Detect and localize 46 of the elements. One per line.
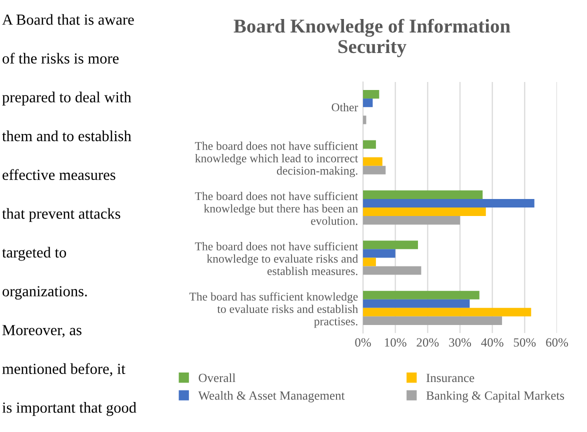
bar bbox=[363, 157, 382, 166]
y-tick-label: Other bbox=[332, 103, 358, 112]
y-tick-label: The board has sufficient knowledge to evaluate risks and establish practises. bbox=[189, 292, 358, 328]
legend-label: Banking & Capital Markets bbox=[426, 390, 564, 402]
text: A Board that is aware bbox=[2, 14, 134, 25]
bar bbox=[363, 166, 386, 174]
text: them and to establish bbox=[2, 130, 132, 142]
bar bbox=[363, 90, 380, 99]
y-tick-label: The board does not have sufficient knowledge to evaluate risks and establish measures. bbox=[194, 242, 358, 276]
text: prepared to deal with bbox=[2, 92, 132, 106]
legend-label: Wealth & Asset Management bbox=[198, 390, 345, 402]
x-tick-label: 60% bbox=[546, 338, 568, 347]
bar bbox=[363, 249, 396, 258]
y-tick-label: The board does not have sufficient knowledge which lead to incorrect decision-making. bbox=[194, 142, 358, 178]
bar bbox=[363, 266, 422, 275]
legend-label: Overall bbox=[198, 373, 236, 382]
text: targeted to bbox=[2, 246, 66, 261]
text: organizations. bbox=[2, 286, 87, 300]
bar bbox=[363, 190, 483, 199]
bar bbox=[363, 116, 366, 124]
x-tick-label: 40% bbox=[481, 338, 504, 347]
x-tick-label: 50% bbox=[514, 338, 536, 347]
chart-title: Board Knowledge of Information Security bbox=[234, 18, 510, 58]
bar bbox=[363, 316, 502, 325]
bar bbox=[363, 208, 486, 216]
bar bbox=[363, 240, 418, 250]
bar bbox=[363, 290, 480, 300]
text: Moreover, as bbox=[2, 325, 82, 338]
legend-label: Insurance bbox=[426, 374, 474, 382]
text: mentioned before, it bbox=[2, 363, 126, 376]
x-tick-label: 30% bbox=[449, 338, 472, 347]
text: that prevent attacks bbox=[2, 208, 120, 222]
bar bbox=[363, 258, 376, 266]
x-tick-label: 20% bbox=[416, 338, 439, 347]
bar bbox=[363, 198, 534, 208]
bar bbox=[363, 308, 532, 316]
bar bbox=[363, 140, 376, 149]
bar bbox=[363, 216, 460, 225]
x-tick-label: 10% bbox=[384, 338, 406, 347]
text: of the risks is more bbox=[2, 52, 119, 64]
y-tick-label: The board does not have sufficient knowledge but there has been an evolution. bbox=[194, 192, 358, 225]
bar bbox=[363, 98, 373, 108]
bar bbox=[363, 299, 470, 308]
text: effective measures bbox=[2, 169, 116, 180]
text: is important that good bbox=[2, 402, 136, 416]
x-tick-label: 0% bbox=[355, 338, 371, 347]
